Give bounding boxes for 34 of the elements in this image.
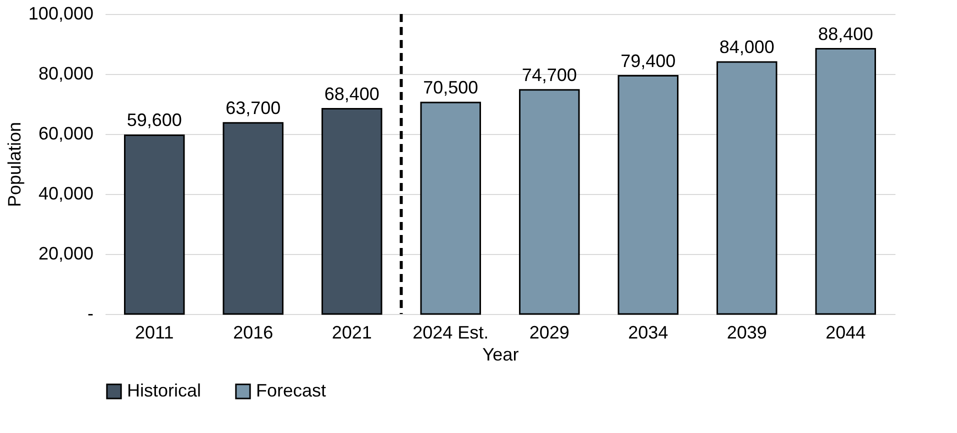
data-label: 74,700 <box>522 64 577 85</box>
data-label: 88,400 <box>818 24 874 44</box>
y-tick-label: 40,000 <box>38 184 94 204</box>
bar <box>815 48 876 315</box>
y-tick-label: 60,000 <box>38 124 94 144</box>
x-tick-label: 2011 <box>135 322 174 342</box>
bar <box>716 61 778 315</box>
y-tick-label: 100,000 <box>28 4 94 24</box>
bar <box>420 102 481 315</box>
x-tick-label: 2021 <box>332 322 372 342</box>
legend-label: Forecast <box>256 380 326 400</box>
x-tick-label: 2029 <box>529 322 570 342</box>
x-tick-label: 2034 <box>628 322 668 342</box>
y-tick-label: - <box>88 304 94 324</box>
x-tick-label: 2044 <box>826 322 866 342</box>
data-label: 68,400 <box>324 84 380 104</box>
data-label: 70,500 <box>423 78 478 98</box>
x-tick-label: 2016 <box>233 322 274 342</box>
data-label: 84,000 <box>719 37 774 57</box>
data-label: 79,400 <box>620 50 676 71</box>
bar <box>519 89 580 315</box>
data-label: 63,700 <box>226 98 281 118</box>
bar <box>124 134 185 315</box>
y-tick-label: 80,000 <box>38 64 94 84</box>
y-tick-label: 20,000 <box>38 244 94 264</box>
bar <box>618 75 678 315</box>
bar <box>222 122 284 315</box>
legend-label: Historical <box>127 380 202 400</box>
y-axis-title: Population <box>4 122 24 208</box>
x-axis-title: Year <box>482 344 519 364</box>
bar <box>322 108 382 315</box>
data-label: 59,600 <box>126 110 182 130</box>
x-tick-label: 2024 Est. <box>412 322 489 342</box>
x-tick-label: 2039 <box>726 322 767 342</box>
